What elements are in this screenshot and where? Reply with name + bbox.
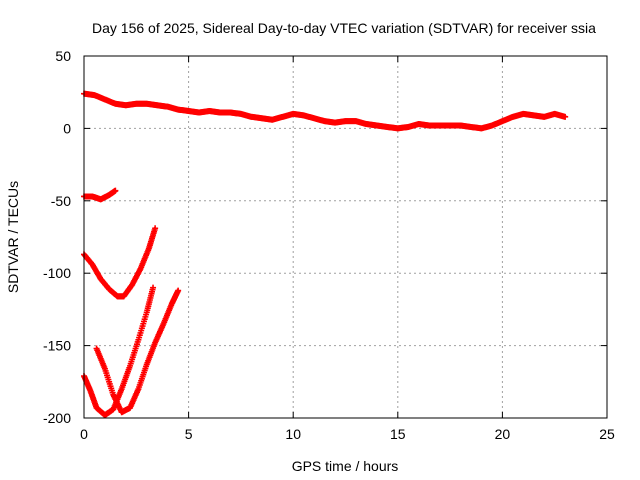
y-tick-label: -50 xyxy=(51,193,71,209)
series xyxy=(93,287,182,416)
series xyxy=(81,187,119,203)
data-point xyxy=(152,225,159,232)
x-axis-label: GPS time / hours xyxy=(292,458,399,474)
y-tick-label: 0 xyxy=(63,120,71,136)
data-point xyxy=(150,284,157,291)
grid xyxy=(84,56,607,418)
data-point xyxy=(112,187,119,194)
data-point xyxy=(562,113,569,120)
chart-title: Day 156 of 2025, Sidereal Day-to-day VTE… xyxy=(92,20,596,36)
y-tick-label: -150 xyxy=(43,338,71,354)
y-tick-label: -100 xyxy=(43,265,71,281)
series xyxy=(81,284,157,419)
series xyxy=(81,225,159,300)
x-tick-label: 20 xyxy=(495,426,511,442)
data-point xyxy=(175,287,182,294)
y-tick-label: 50 xyxy=(55,48,71,64)
plot-frame xyxy=(83,55,608,419)
x-tick-label: 15 xyxy=(390,426,406,442)
x-tick-label: 10 xyxy=(285,426,301,442)
x-tick-label: 25 xyxy=(599,426,615,442)
y-axis-label: SDTVAR / TECUs xyxy=(5,181,21,293)
axis-ticks: 0 5 10 15 20 25 -200 -150 -100 -50 0 50 xyxy=(43,48,615,442)
data-series xyxy=(81,90,569,419)
series xyxy=(81,90,569,132)
y-tick-label: -200 xyxy=(43,410,71,426)
x-tick-label: 5 xyxy=(185,426,193,442)
x-tick-label: 0 xyxy=(80,426,88,442)
